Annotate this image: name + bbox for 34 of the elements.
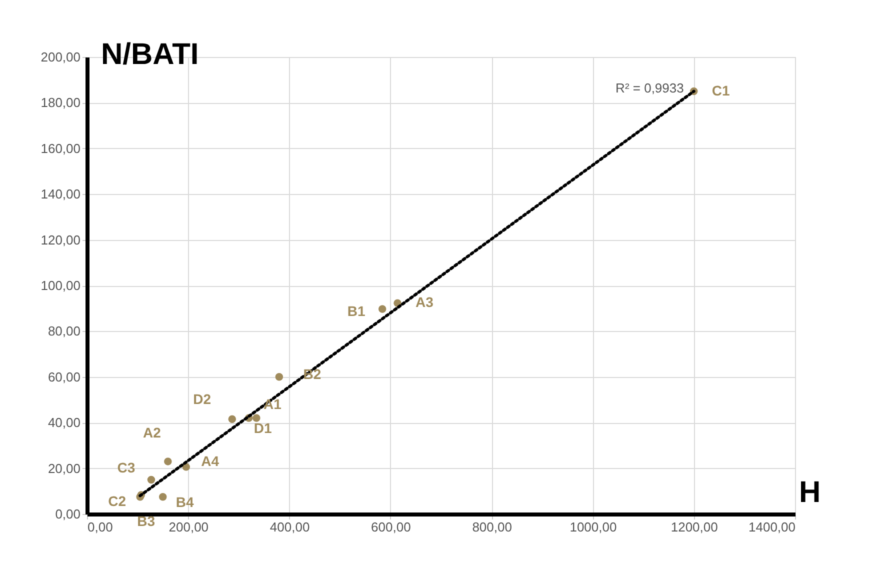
annotation: D2 (193, 391, 212, 408)
y-tick-label: 160,00 (40, 140, 80, 156)
y-axis-title: N/BATI (101, 38, 199, 71)
y-tick-label: 20,00 (48, 460, 80, 476)
annotation: C2 (108, 493, 126, 510)
annotation: A3 (416, 294, 434, 310)
annotation: C3 (117, 460, 136, 476)
y-tick-label: 60,00 (48, 369, 80, 384)
annotation: B4 (176, 494, 194, 510)
annotation: B3 (137, 512, 156, 529)
y-tick-label: 140,00 (40, 186, 80, 202)
y-tick-label: 100,00 (40, 278, 80, 293)
x-tick-label: 800,00 (472, 520, 512, 534)
annotation: D1 (254, 420, 272, 436)
y-tick-label: 180,00 (40, 95, 80, 110)
y-tick-label: 0,00 (55, 506, 80, 522)
annotation: A4 (201, 452, 220, 469)
annotation: A1 (263, 396, 282, 412)
x-tick-label: 0,00 (88, 520, 113, 534)
x-tick-label: 1200,00 (670, 520, 718, 534)
y-tick-label: 40,00 (48, 415, 80, 430)
annotation: R² = 0,9933 (616, 80, 684, 96)
x-tick-label: 400,00 (270, 520, 310, 534)
x-tick-label: 1400,00 (748, 520, 796, 534)
x-axis-title: H (799, 476, 821, 509)
y-tick-label: 80,00 (48, 324, 80, 339)
y-tick-label: 120,00 (40, 232, 80, 248)
annotation: A2 (142, 424, 162, 440)
x-tick-label: 600,00 (371, 520, 411, 534)
x-tick-label: 1000,00 (570, 520, 617, 534)
x-tick-label: 200,00 (168, 520, 209, 534)
annotation: B1 (347, 303, 366, 320)
annotation: C1 (712, 82, 730, 98)
y-tick-label: 200,00 (40, 50, 80, 64)
